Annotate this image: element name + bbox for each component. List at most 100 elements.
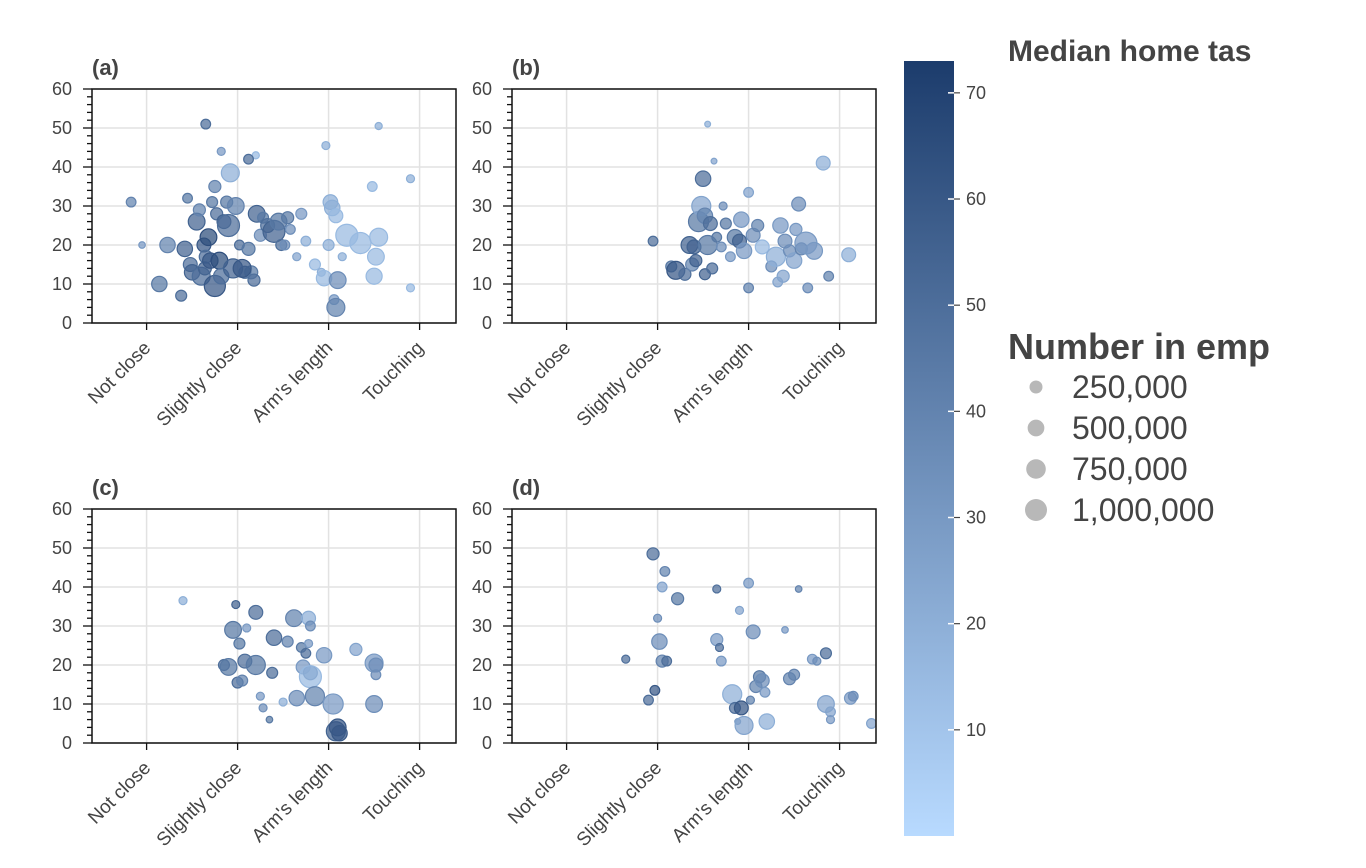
- y-tick-label: 0: [62, 733, 72, 753]
- x-category-label: Arm's length: [668, 338, 757, 427]
- data-point: [841, 247, 857, 263]
- y-tick-label: 20: [52, 655, 72, 675]
- data-point: [328, 208, 344, 224]
- data-point: [772, 217, 789, 234]
- y-tick-label: 40: [52, 157, 72, 177]
- x-category-label: Touching: [780, 758, 849, 827]
- data-point: [300, 235, 312, 247]
- data-point: [370, 669, 382, 681]
- data-point: [754, 239, 770, 255]
- data-point: [331, 724, 348, 742]
- y-tick-label: 50: [52, 118, 72, 138]
- data-point: [265, 715, 274, 724]
- data-point: [226, 197, 245, 215]
- data-point: [265, 629, 283, 646]
- data-point: [365, 267, 383, 285]
- data-point: [365, 695, 384, 713]
- data-point: [278, 697, 288, 707]
- panel-label: (c): [92, 475, 119, 500]
- data-point: [704, 120, 712, 128]
- y-tick-label: 0: [482, 733, 492, 753]
- data-point: [702, 216, 718, 232]
- data-point: [315, 646, 333, 664]
- colorbar-tick-label: 60: [966, 189, 986, 209]
- data-point: [678, 267, 692, 281]
- data-point: [369, 227, 389, 247]
- colorbar-gradient: [904, 61, 954, 836]
- size-legend-circle: [1026, 459, 1046, 479]
- data-point: [224, 620, 243, 639]
- x-category-label: Touching: [360, 338, 429, 407]
- size-legend-label: 1,000,000: [1072, 492, 1214, 528]
- data-point: [192, 203, 207, 217]
- colorbar-tick-label: 40: [966, 401, 986, 421]
- data-point: [659, 565, 671, 577]
- y-tick-label: 30: [472, 196, 492, 216]
- data-point: [715, 655, 727, 667]
- size-legend-circle: [1025, 499, 1047, 521]
- y-tick-label: 60: [472, 499, 492, 519]
- data-point: [304, 620, 316, 632]
- colorbar: 10 20 30 40 50 60 70 Median home tas: [904, 35, 1251, 836]
- data-point: [349, 231, 372, 255]
- data-point: [656, 581, 668, 593]
- data-point: [791, 196, 807, 212]
- data-point: [248, 604, 264, 620]
- data-point: [258, 703, 268, 713]
- data-point: [298, 665, 322, 689]
- y-tick-label: 0: [62, 313, 72, 333]
- data-point: [812, 656, 822, 666]
- data-point: [178, 596, 188, 606]
- data-point: [621, 654, 631, 664]
- size-legend-title: Number in emp: [1008, 326, 1270, 367]
- y-tick-label: 30: [52, 616, 72, 636]
- panel-label: (b): [512, 55, 540, 80]
- colorbar-tick-label: 70: [966, 83, 986, 103]
- y-tick-label: 10: [472, 694, 492, 714]
- data-point: [243, 153, 254, 165]
- data-point: [643, 694, 654, 706]
- data-point: [712, 584, 722, 594]
- data-point: [366, 181, 378, 192]
- data-point: [715, 241, 727, 253]
- data-point: [337, 252, 347, 262]
- points: [647, 120, 857, 294]
- data-point: [200, 118, 212, 130]
- data-point: [751, 218, 765, 233]
- data-point: [706, 262, 719, 275]
- x-category-label: Not close: [504, 758, 575, 829]
- data-point: [743, 577, 755, 589]
- data-point: [689, 253, 703, 268]
- data-point: [233, 637, 246, 650]
- data-point: [349, 642, 363, 657]
- x-category-label: Touching: [360, 758, 429, 827]
- x-category-label: Arm's length: [668, 758, 757, 847]
- data-point: [236, 674, 249, 687]
- data-point: [279, 239, 291, 251]
- data-point: [719, 217, 732, 230]
- data-point: [789, 222, 803, 237]
- data-point: [745, 695, 756, 705]
- points: [178, 596, 384, 742]
- data-point: [805, 241, 824, 260]
- data-point: [292, 252, 302, 262]
- data-point: [219, 657, 238, 676]
- data-point: [284, 223, 296, 235]
- data-point: [734, 605, 745, 616]
- data-point: [208, 179, 222, 194]
- y-tick-label: 60: [52, 79, 72, 99]
- data-point: [825, 714, 836, 725]
- colorbar-title: Median home tas: [1008, 35, 1251, 68]
- data-point: [281, 211, 295, 225]
- y-tick-label: 20: [52, 235, 72, 255]
- data-point: [815, 155, 831, 171]
- data-point: [819, 647, 833, 660]
- data-point: [241, 241, 256, 256]
- data-point: [847, 690, 859, 702]
- data-point: [745, 624, 761, 640]
